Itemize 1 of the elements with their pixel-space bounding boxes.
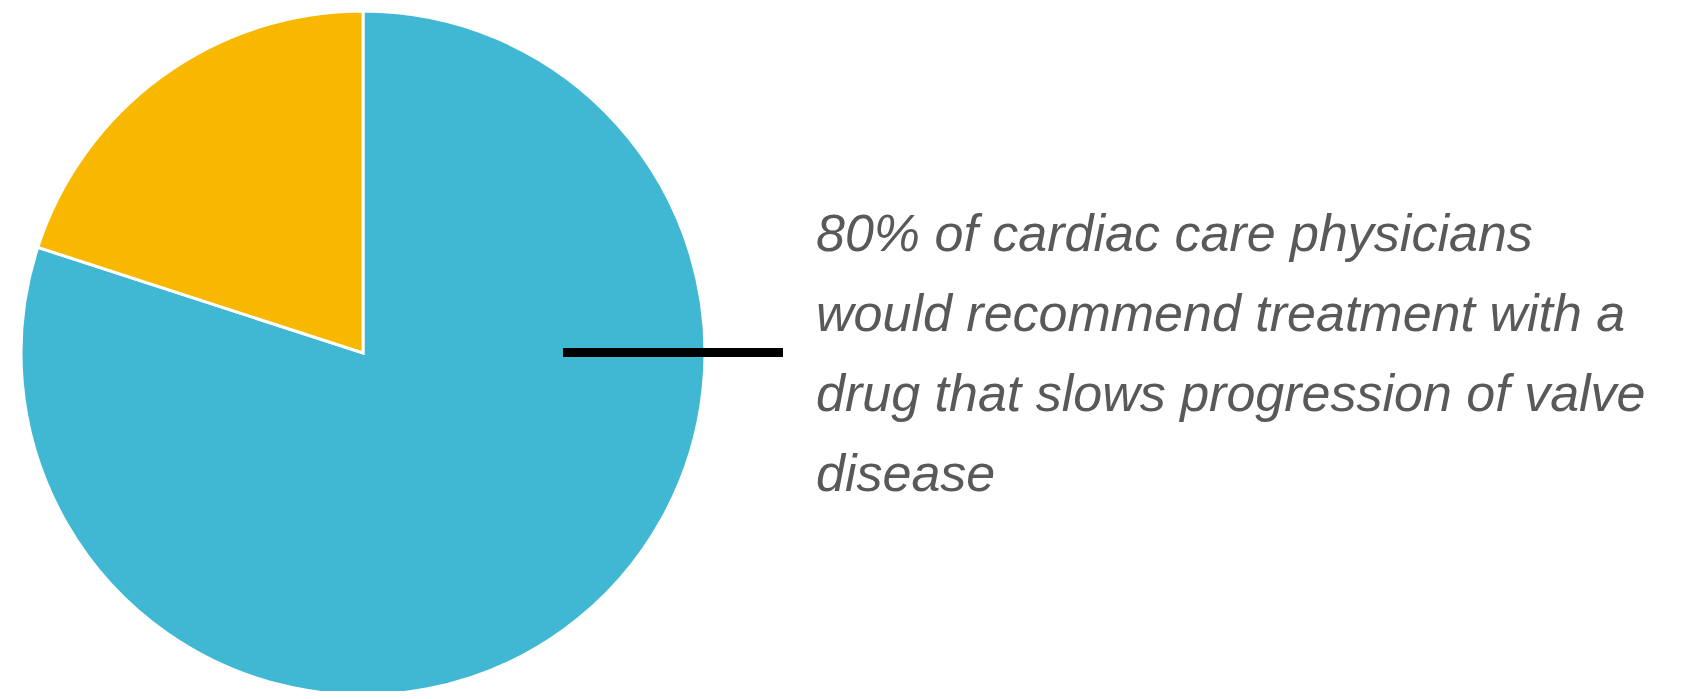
text: 80% of cardiac care physicians would recommend treatment with a drug that slows progression of valve disease	[816, 204, 1646, 502]
